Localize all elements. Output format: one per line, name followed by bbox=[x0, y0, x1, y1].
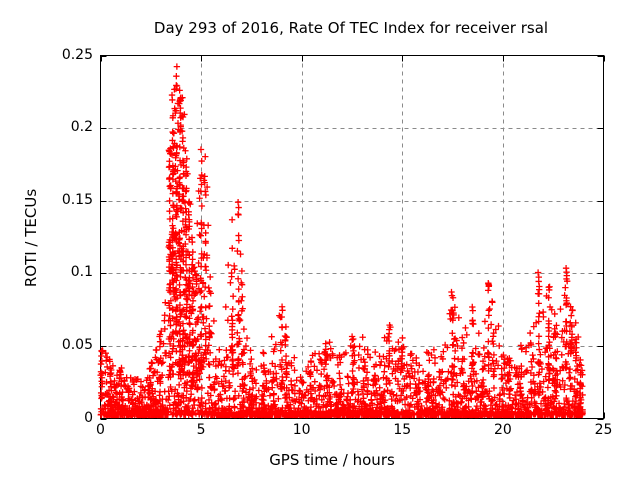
x-axis-label: GPS time / hours bbox=[269, 451, 395, 469]
x-tick-label: 20 bbox=[493, 422, 512, 438]
x-tick-label: 10 bbox=[292, 422, 311, 438]
y-tick-label: 0.2 bbox=[70, 119, 93, 136]
y-tick-label: 0.05 bbox=[61, 336, 93, 353]
x-tick-label: 0 bbox=[96, 422, 105, 438]
y-tick-label: 0.15 bbox=[61, 191, 93, 208]
x-tick-label: 15 bbox=[393, 422, 412, 438]
y-tick-label: 0.25 bbox=[61, 46, 93, 63]
y-axis-label: ROTI / TECUs bbox=[22, 188, 40, 288]
x-tick-label: 25 bbox=[594, 422, 613, 438]
x-tick-label: 5 bbox=[196, 422, 206, 438]
y-tick-label: 0 bbox=[84, 409, 93, 426]
y-tick-label: 0.1 bbox=[70, 264, 93, 281]
chart-title: Day 293 of 2016, Rate Of TEC Index for r… bbox=[153, 19, 549, 37]
